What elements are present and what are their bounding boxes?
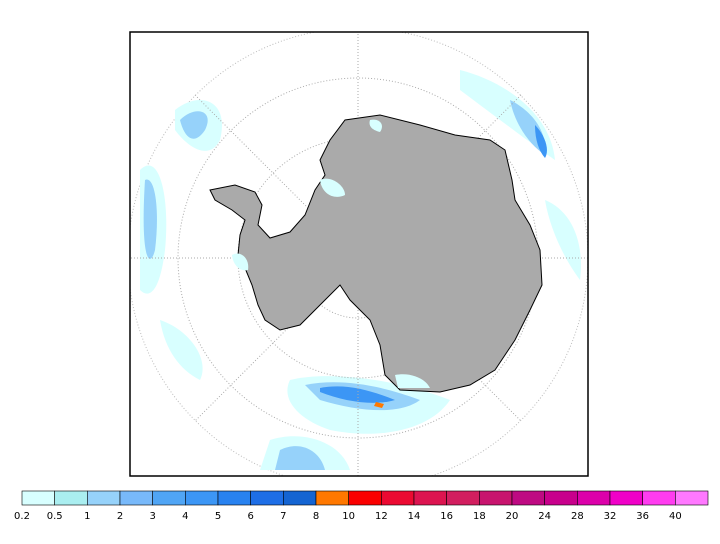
colorbar-label: 10 xyxy=(342,511,355,522)
colorbar-label: 36 xyxy=(636,511,649,522)
colorbar-label: 8 xyxy=(313,511,319,522)
colorbar-swatch xyxy=(413,490,447,506)
colorbar-label: 0.5 xyxy=(47,511,63,522)
colorbar-swatch xyxy=(87,490,121,506)
colorbar-swatch xyxy=(250,490,284,506)
colorbar-swatch xyxy=(381,490,415,506)
colorbar-swatch xyxy=(315,490,349,506)
colorbar-label: 5 xyxy=(215,511,221,522)
colorbar-label: 32 xyxy=(604,511,617,522)
colorbar-swatch xyxy=(54,490,88,506)
colorbar-swatch xyxy=(152,490,186,506)
colorbar-swatch xyxy=(479,490,513,506)
colorbar: 0.2 0.5 1 2 3 4 5 6 7 8 10 12 14 16 18 20 24 28 32 36 40 xyxy=(14,490,709,522)
colorbar-label: 28 xyxy=(571,511,584,522)
colorbar-label: 0.2 xyxy=(14,511,30,522)
colorbar-label: 6 xyxy=(247,511,253,522)
colorbar-label: 2 xyxy=(117,511,123,522)
colorbar-label: 1 xyxy=(84,511,90,522)
colorbar-swatch xyxy=(283,490,317,506)
colorbar-swatch xyxy=(544,490,578,506)
colorbar-swatch xyxy=(348,490,382,506)
colorbar-label: 7 xyxy=(280,511,286,522)
map-frame xyxy=(129,31,589,477)
colorbar-swatch xyxy=(446,490,480,506)
colorbar-swatch xyxy=(675,490,709,506)
colorbar-label: 12 xyxy=(375,511,388,522)
colorbar-swatch xyxy=(577,490,611,506)
colorbar-swatch xyxy=(185,490,219,506)
map xyxy=(130,32,588,476)
colorbar-label: 4 xyxy=(182,511,188,522)
colorbar-label: 20 xyxy=(506,511,519,522)
colorbar-swatch xyxy=(21,490,55,506)
colorbar-label: 14 xyxy=(408,511,421,522)
colorbar-swatch xyxy=(642,490,676,506)
colorbar-label: 18 xyxy=(473,511,486,522)
colorbar-swatch xyxy=(511,490,545,506)
colorbar-label: 3 xyxy=(149,511,155,522)
colorbar-label: 24 xyxy=(538,511,551,522)
colorbar-swatch xyxy=(119,490,153,506)
antarctica xyxy=(209,114,543,393)
ice-shelf-precip xyxy=(232,119,430,388)
colorbar-swatch xyxy=(609,490,643,506)
precip-peak xyxy=(374,402,384,408)
colorbar-label: 16 xyxy=(440,511,453,522)
colorbar-label: 40 xyxy=(669,511,682,522)
colorbar-swatch xyxy=(217,490,251,506)
